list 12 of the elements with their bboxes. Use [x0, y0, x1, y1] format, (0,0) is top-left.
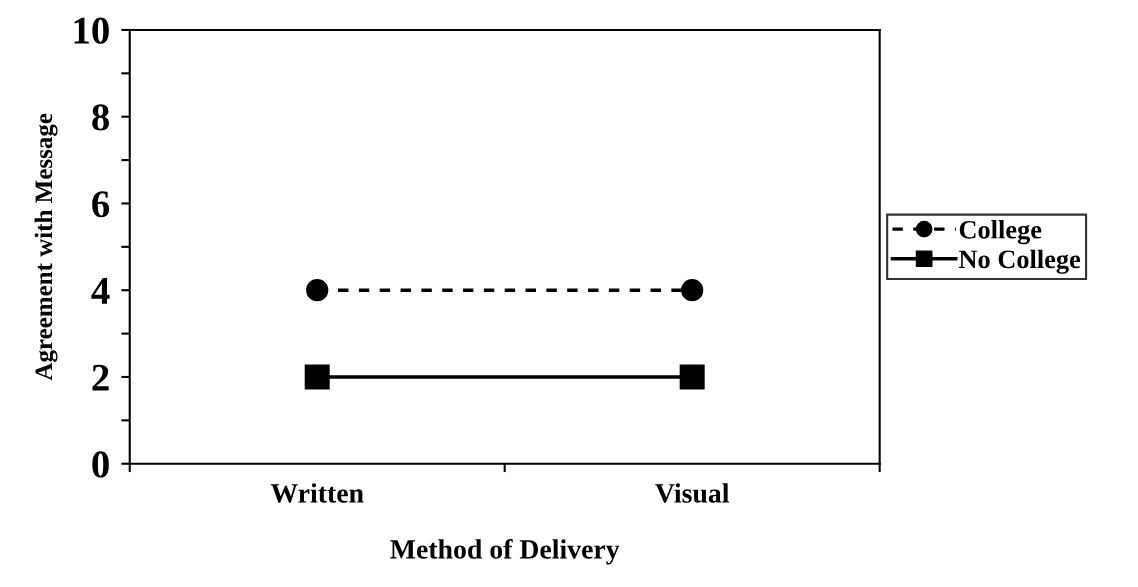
y-tick-label: 0 [92, 451, 109, 478]
x-tick-label: Visual [655, 483, 730, 503]
legend-label: No College [958, 249, 1081, 274]
y-tick-label: 6 [92, 191, 110, 218]
x-axis-title: Method of Delivery [390, 538, 620, 565]
y-tick-label: 10 [74, 17, 109, 44]
y-tick-label: 2 [92, 364, 109, 391]
legend-label: College [959, 220, 1042, 245]
y-axis-title: Agreement with Message [34, 113, 58, 381]
y-tick-label: 4 [91, 278, 110, 304]
y-tick-label: 8 [92, 104, 109, 131]
x-tick-label: Written [270, 483, 364, 503]
